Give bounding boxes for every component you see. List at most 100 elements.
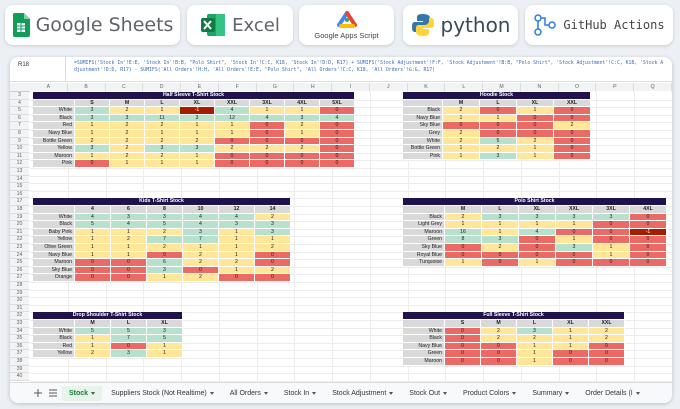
stock-cell[interactable]: 2 [147, 228, 183, 237]
stock-cell[interactable]: 0 [183, 266, 219, 275]
stock-cell[interactable]: 3 [111, 350, 147, 358]
stock-cell[interactable]: 4 [219, 213, 255, 222]
stock-cell[interactable]: 1 [517, 145, 554, 153]
stock-cell[interactable]: 1 [593, 251, 630, 260]
stock-cell[interactable]: 1 [147, 342, 183, 351]
stock-cell[interactable]: 3 [180, 145, 215, 153]
stock-cell[interactable]: 11 [145, 114, 180, 123]
stock-cell[interactable]: 1 [75, 152, 110, 161]
stock-cell[interactable]: 2 [180, 137, 215, 146]
stock-cell[interactable]: 5 [111, 327, 147, 336]
stock-cell[interactable]: 1 [75, 244, 111, 252]
stock-cell[interactable]: 3 [111, 213, 147, 222]
stock-cell[interactable]: 0 [320, 152, 355, 161]
stock-cell[interactable]: 4 [183, 221, 219, 229]
stock-cell[interactable]: 1 [180, 152, 215, 161]
stock-cell[interactable]: 3 [147, 213, 183, 222]
stock-cell[interactable]: 0 [445, 327, 481, 336]
stock-cell[interactable]: 1 [250, 107, 285, 115]
stock-cell[interactable]: 1 [75, 342, 111, 351]
stock-cell[interactable]: 2 [183, 251, 219, 260]
stock-cell[interactable]: 0 [147, 251, 183, 260]
stock-cell[interactable]: 0 [481, 342, 517, 351]
sheet-tab[interactable]: Product Colors [456, 386, 523, 401]
stock-cell[interactable]: 6 [147, 259, 183, 267]
stock-cell[interactable]: 0 [517, 122, 554, 130]
stock-cell[interactable]: 0 [480, 107, 517, 115]
sheet-tab[interactable]: Stock Adjustment [325, 386, 400, 401]
stock-cell[interactable]: 4 [320, 114, 355, 123]
stock-cell[interactable]: 4 [111, 221, 147, 229]
stock-cell[interactable]: 12 [215, 114, 250, 123]
stock-cell[interactable]: 4 [183, 213, 219, 222]
stock-cell[interactable]: 0 [445, 358, 481, 366]
stock-cell[interactable]: 1 [517, 342, 553, 351]
stock-cell[interactable]: 2 [250, 145, 285, 153]
stock-cell[interactable]: 2 [75, 137, 110, 146]
stock-cell[interactable]: 0 [320, 130, 355, 138]
stock-cell[interactable]: 0 [111, 274, 147, 282]
stock-cell[interactable]: 0 [630, 236, 667, 244]
stock-cell[interactable]: 1 [111, 244, 147, 252]
stock-cell[interactable]: 3 [75, 107, 110, 115]
stock-cell[interactable]: 0 [250, 122, 285, 130]
stock-cell[interactable]: 0 [553, 358, 589, 366]
stock-cell[interactable]: 0 [481, 350, 517, 358]
stock-cell[interactable]: 1 [482, 228, 519, 237]
stock-cell[interactable]: 0 [255, 251, 291, 260]
sheet-tab[interactable]: Suppliers Stock (Not Realtime) [104, 386, 221, 401]
stock-cell[interactable]: 3 [285, 114, 320, 123]
stock-cell[interactable]: 0 [554, 137, 591, 146]
stock-cell[interactable]: 1 [519, 221, 556, 229]
stock-cell[interactable]: 2 [554, 122, 591, 130]
stock-cell[interactable]: 2 [285, 122, 320, 130]
stock-cell[interactable]: 0 [589, 358, 625, 366]
stock-cell[interactable]: 0 [111, 342, 147, 351]
stock-cell[interactable]: 2 [445, 213, 482, 222]
stock-cell[interactable]: 0 [630, 221, 667, 229]
stock-cell[interactable]: 0 [630, 259, 667, 267]
stock-cell[interactable]: 2 [110, 130, 145, 138]
stock-cell[interactable]: 1 [482, 221, 519, 229]
stock-cell[interactable]: 3 [219, 221, 255, 229]
stock-cell[interactable]: 1 [285, 107, 320, 115]
stock-cell[interactable]: 7 [111, 335, 147, 343]
add-sheet[interactable] [32, 387, 44, 399]
stock-cell[interactable]: 1 [111, 251, 147, 260]
stock-cell[interactable]: 0 [443, 122, 480, 130]
stock-cell[interactable]: 7 [183, 236, 219, 244]
stock-cell[interactable]: 1 [443, 145, 480, 153]
stock-cell[interactable]: 1 [147, 350, 183, 358]
stock-cell[interactable]: 5 [147, 221, 183, 229]
stock-cell[interactable]: 3 [183, 228, 219, 237]
stock-cell[interactable]: 0 [593, 228, 630, 237]
stock-cell[interactable]: 3 [147, 327, 183, 336]
stock-cell[interactable]: 2 [255, 244, 291, 252]
stock-cell[interactable]: 3 [519, 213, 556, 222]
stock-cell[interactable]: 1 [145, 130, 180, 138]
stock-cell[interactable]: 4 [519, 228, 556, 237]
stock-cell[interactable]: 1 [285, 130, 320, 138]
stock-cell[interactable]: 0 [630, 244, 667, 252]
stock-cell[interactable]: 2 [482, 244, 519, 252]
stock-cell[interactable]: 0 [75, 274, 111, 282]
stock-cell[interactable]: 0 [554, 130, 591, 138]
stock-cell[interactable]: 1 [553, 327, 589, 336]
sheet-tab[interactable]: Order Details (I [578, 386, 646, 401]
sheet-tab[interactable]: Stock [62, 385, 103, 401]
stock-cell[interactable]: 2 [145, 137, 180, 146]
stock-cell[interactable]: 0 [75, 259, 111, 267]
stock-cell[interactable]: 2 [110, 152, 145, 161]
stock-cell[interactable]: 1 [556, 221, 593, 229]
stock-cell[interactable]: 2 [110, 145, 145, 153]
sheet-tab[interactable]: Stock In [277, 386, 323, 401]
stock-cell[interactable]: 0 [320, 107, 355, 115]
stock-cell[interactable]: 5 [480, 137, 517, 146]
stock-cell[interactable]: 1 [147, 274, 183, 282]
stock-cell[interactable]: 2 [517, 335, 553, 343]
stock-cell[interactable]: 1 [553, 335, 589, 343]
stock-cell[interactable]: 1 [517, 350, 553, 358]
stock-cell[interactable]: 3 [75, 145, 110, 153]
stock-cell[interactable]: 0 [553, 350, 589, 358]
stock-cell[interactable]: 1 [110, 160, 145, 168]
